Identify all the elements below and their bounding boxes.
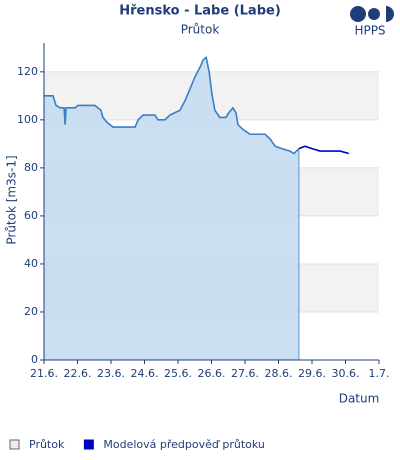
x-tick-label: 26.6. [198,367,226,380]
x-tick-label: 24.6. [131,367,159,380]
x-tick-label: 28.6. [265,367,293,380]
legend-label: Modelová předpověď průtoku [103,438,265,451]
y-tick-label: 120 [17,65,38,78]
y-tick-label: 60 [24,209,38,222]
x-tick-label: 1.7. [369,367,390,380]
y-tick-label: 40 [24,257,38,270]
logo-half [386,6,394,22]
y-axis-title: Průtok [m3s-1] [5,155,19,244]
logo-text: HPPS [354,24,385,38]
y-tick-label: 80 [24,161,38,174]
line [298,145,350,155]
y-tick-label: 100 [17,113,38,126]
x-tick-label: 23.6. [97,367,125,380]
logo-circle [350,6,366,22]
x-tick-label: 21.6. [30,367,58,380]
x-tick-label: 29.6. [298,367,326,380]
legend-swatch [9,439,20,450]
logo: HPPS [350,6,394,38]
x-tick-label: 22.6. [64,367,92,380]
logo-circle [368,8,380,20]
x-tick-label: 25.6. [164,367,192,380]
x-tick-label: 27.6. [231,367,259,380]
legend-swatch [83,439,94,450]
x-axis-title: Datum [339,392,380,406]
y-tick-label: 0 [31,353,38,366]
legend-label: Průtok [29,438,65,451]
chart-subtitle: Průtok [181,23,220,37]
x-tick-label: 30.6. [332,367,360,380]
line [44,55,300,155]
chart-title: Hřensko - Labe (Labe) [119,4,281,19]
y-tick-label: 20 [24,305,38,318]
